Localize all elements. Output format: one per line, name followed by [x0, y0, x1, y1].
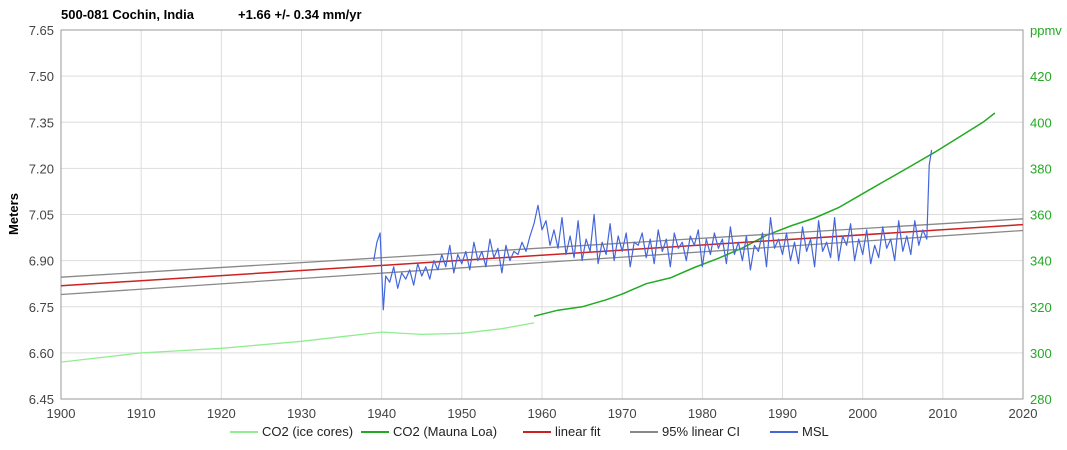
- legend-label: 95% linear CI: [662, 424, 740, 439]
- x-tick-label: 1930: [287, 406, 316, 421]
- y2-axis-label: ppmv: [1030, 23, 1062, 38]
- x-tick-label: 2010: [928, 406, 957, 421]
- x-tick-label: 1970: [608, 406, 637, 421]
- y-tick-label: 7.35: [29, 115, 54, 130]
- y2-tick-label: 400: [1030, 115, 1052, 130]
- x-tick-label: 1980: [688, 406, 717, 421]
- chart-title: 500-081 Cochin, India: [61, 7, 195, 22]
- y-tick-label: 7.20: [29, 161, 54, 176]
- y2-tick-label: 280: [1030, 392, 1052, 407]
- series-linear-fit: [60, 223, 1024, 287]
- chart-subtitle: +1.66 +/- 0.34 mm/yr: [238, 7, 362, 22]
- x-tick-label: 1920: [207, 406, 236, 421]
- y-axis-label: Meters: [6, 193, 21, 235]
- y2-tick-label: 300: [1030, 346, 1052, 361]
- x-tick-label: 1940: [367, 406, 396, 421]
- x-tick-label: 1910: [127, 406, 156, 421]
- legend-label: MSL: [802, 424, 829, 439]
- x-tick-label: 1960: [528, 406, 557, 421]
- series-layer: [60, 112, 1024, 363]
- x-tick-label: 1900: [47, 406, 76, 421]
- y2-tick-label: 360: [1030, 208, 1052, 223]
- legend-label: linear fit: [555, 424, 601, 439]
- series-ci-upper: [60, 218, 1024, 278]
- series-ci-lower: [60, 229, 1024, 296]
- x-tick-label: 2000: [848, 406, 877, 421]
- y-tick-label: 7.05: [29, 208, 54, 223]
- series-msl: [373, 149, 933, 311]
- y-tick-label: 6.75: [29, 300, 54, 315]
- y2-tick-label: 340: [1030, 254, 1052, 269]
- y-tick-label: 6.60: [29, 346, 54, 361]
- plot-border: [60, 29, 1024, 400]
- y2-tick-label: 380: [1030, 161, 1052, 176]
- x-tick-label: 2020: [1009, 406, 1038, 421]
- tick-labels: 1900 1910 1920 1930 1940 1950 1960 1970 1980 1990…: [29, 23, 1052, 421]
- y-tick-label: 7.50: [29, 69, 54, 84]
- y2-tick-label: 320: [1030, 300, 1052, 315]
- y-tick-label: 7.65: [29, 23, 54, 38]
- series-co2-mauna-loa: [533, 112, 996, 317]
- legend-label: CO2 (ice cores): [262, 424, 353, 439]
- legend: CO2 (ice cores) CO2 (Mauna Loa) linear fit…: [230, 424, 829, 439]
- series-co2-ice-cores: [60, 322, 535, 363]
- x-tick-label: 1950: [447, 406, 476, 421]
- y2-tick-label: 420: [1030, 69, 1052, 84]
- y-tick-label: 6.90: [29, 254, 54, 269]
- legend-label: CO2 (Mauna Loa): [393, 424, 497, 439]
- x-tick-label: 1990: [768, 406, 797, 421]
- y-tick-label: 6.45: [29, 392, 54, 407]
